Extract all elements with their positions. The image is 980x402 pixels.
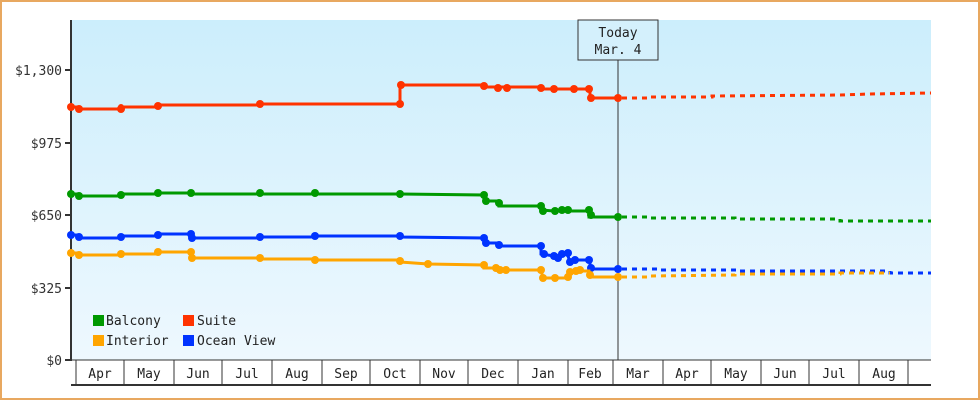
legend-item-suite: Suite (183, 314, 236, 329)
legend-swatch-balcony (93, 315, 104, 326)
x-label-jun: Jun (186, 367, 209, 382)
x-label-sep: Sep (334, 367, 358, 382)
x-axis: Apr May Jun Jul Aug Sep Oct Nov Dec Jan … (71, 359, 931, 386)
series-interior (67, 248, 890, 282)
today-date: Mar. 4 (595, 43, 642, 58)
x-label-jul-next: Jul (822, 367, 845, 382)
x-label-oct: Oct (383, 367, 406, 382)
today-callout: Today Mar. 4 (577, 19, 659, 61)
legend-swatch-suite (183, 315, 194, 326)
legend-label-ocean-view: Ocean View (197, 334, 275, 349)
y-label-975: $975 (31, 137, 62, 152)
y-label-650: $650 (31, 209, 62, 224)
series-balcony (67, 189, 931, 223)
legend-label-balcony: Balcony (106, 314, 161, 329)
x-label-apr: Apr (88, 367, 112, 382)
x-label-mar: Mar (626, 367, 650, 382)
legend-item-ocean-view: Ocean View (183, 334, 275, 349)
plot-area (71, 20, 931, 360)
legend-label-suite: Suite (197, 314, 236, 329)
x-label-jan: Jan (531, 367, 554, 382)
x-label-apr-next: Apr (675, 367, 699, 382)
x-label-aug-next: Aug (872, 367, 895, 382)
legend-item-balcony: Balcony (93, 314, 161, 329)
x-label-dec: Dec (481, 367, 504, 382)
x-label-aug: Aug (285, 367, 308, 382)
legend-swatch-ocean-view (183, 335, 194, 346)
today-label: Today (598, 26, 637, 41)
x-label-jun-next: Jun (773, 367, 796, 382)
legend-swatch-interior (93, 335, 104, 346)
y-label-0: $0 (46, 354, 62, 369)
x-label-nov: Nov (432, 367, 456, 382)
x-label-jul: Jul (235, 367, 258, 382)
series-suite (67, 81, 932, 113)
legend-item-interior: Interior (93, 334, 169, 349)
legend: Balcony Suite Interior Ocean View (93, 314, 275, 349)
y-label-325: $325 (31, 282, 62, 297)
x-label-may-next: May (724, 367, 748, 382)
x-label-may: May (137, 367, 161, 382)
legend-label-interior: Interior (106, 334, 169, 349)
y-ticks: $1,300 $975 $650 $325 $0 (15, 64, 71, 369)
y-label-1300: $1,300 (15, 64, 62, 79)
x-label-feb: Feb (578, 367, 602, 382)
